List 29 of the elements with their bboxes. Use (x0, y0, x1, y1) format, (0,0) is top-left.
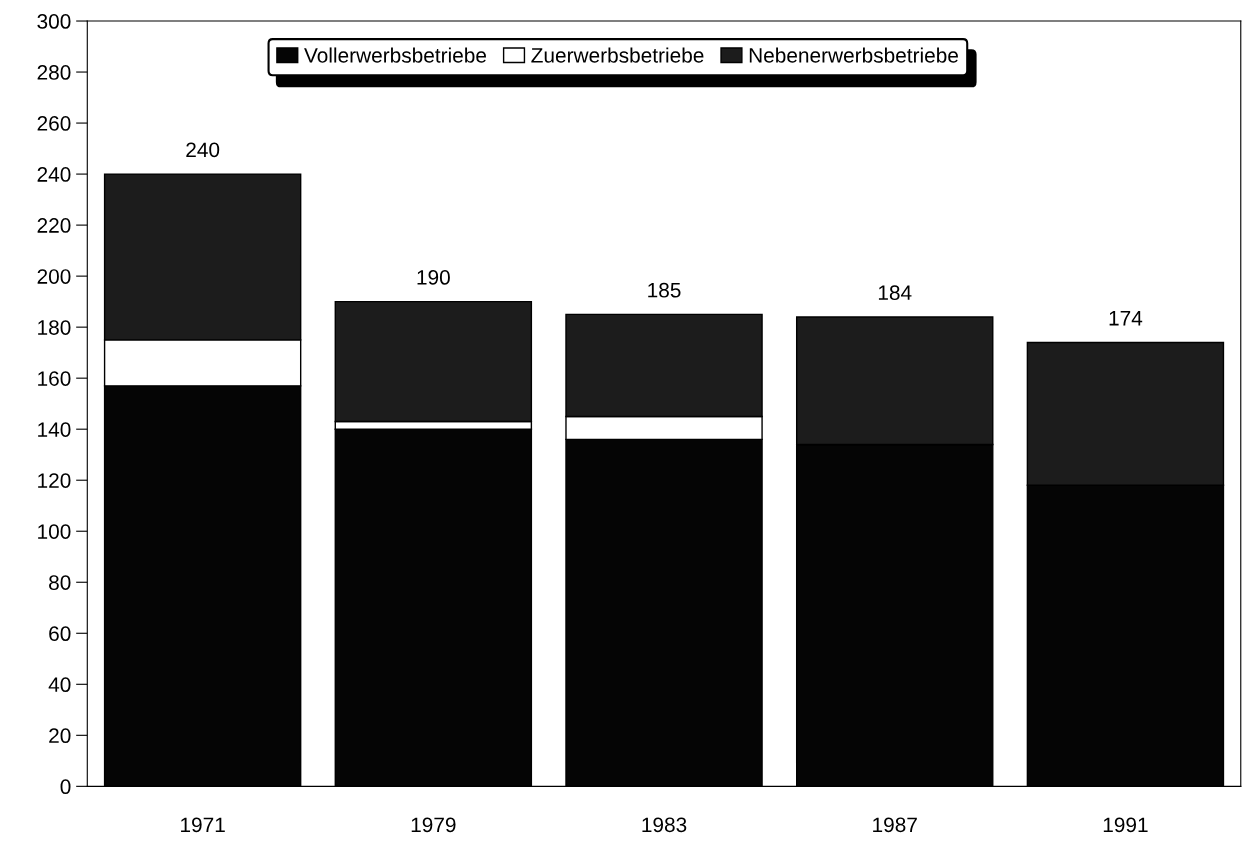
x-tick-label: 1971 (181, 817, 225, 833)
y-tick-label: 200 (37, 269, 71, 284)
x-tick-label: 1979 (411, 817, 456, 833)
x-tick-label: 1991 (1103, 817, 1148, 833)
y-tick-label: 60 (49, 626, 71, 642)
y-tick-label: 120 (38, 473, 71, 488)
legend-label: Vollerwerbsbetriebe (304, 47, 487, 63)
x-tick-label: 1987 (873, 817, 917, 833)
y-tick-label: 220 (37, 218, 71, 233)
legend-label: Zuerwerbsbetriebe (531, 47, 704, 63)
y-tick-label: 0 (60, 779, 71, 795)
total-label: 240 (186, 142, 220, 158)
y-tick-label: 80 (49, 575, 71, 591)
y-tick-label: 20 (49, 728, 71, 744)
total-label: 185 (648, 282, 681, 298)
y-tick-label: 280 (37, 65, 71, 80)
legend-label: Nebenerwerbsbetriebe (749, 47, 958, 63)
total-label: 184 (878, 285, 912, 301)
y-tick-label: 260 (37, 116, 71, 131)
y-tick-label: 160 (38, 371, 71, 386)
y-tick-label: 300 (37, 14, 71, 29)
y-tick-label: 100 (38, 524, 71, 539)
y-tick-label: 180 (38, 320, 71, 335)
x-tick-label: 1983 (642, 817, 687, 833)
y-tick-label: 40 (48, 677, 71, 693)
total-label: 190 (417, 270, 450, 285)
y-tick-label: 240 (37, 167, 71, 182)
total-label: 174 (1109, 311, 1143, 326)
y-tick-label: 140 (38, 422, 71, 437)
